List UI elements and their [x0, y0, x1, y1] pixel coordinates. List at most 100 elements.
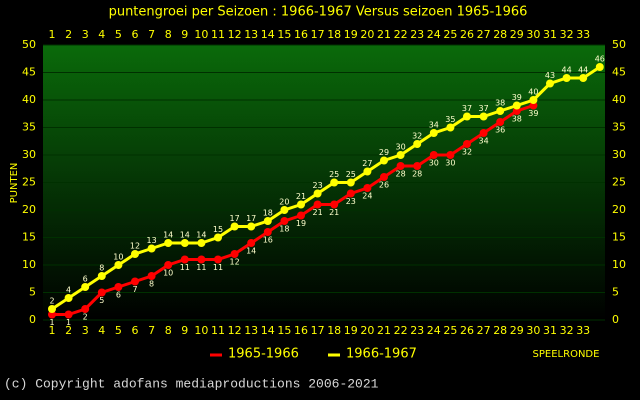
point [496, 118, 505, 126]
value-label: 8 [99, 264, 104, 273]
value-label: 18 [279, 225, 289, 234]
x-axis-label: SPEELRONDE [533, 349, 600, 360]
value-label: 29 [379, 148, 389, 157]
value-label: 12 [230, 258, 240, 267]
x-tick-label-top: 30 [526, 28, 540, 41]
point [479, 129, 488, 137]
chart-title: puntengroei per Seizoen : 1966-1967 Vers… [109, 5, 528, 20]
x-tick-label-top: 23 [410, 28, 424, 41]
value-label: 37 [479, 104, 489, 113]
y-tick-label-right: 45 [612, 66, 626, 79]
x-tick-label-top: 8 [165, 28, 172, 41]
x-tick-label: 24 [427, 324, 441, 337]
value-label: 40 [528, 88, 538, 97]
value-label: 1 [66, 318, 71, 327]
point [380, 156, 388, 165]
x-tick-label-top: 10 [194, 28, 208, 41]
x-tick-label-top: 20 [360, 28, 374, 41]
value-label: 38 [512, 115, 522, 124]
y-tick-label-right: 25 [612, 176, 626, 189]
value-label: 14 [246, 247, 256, 256]
value-label: 17 [246, 214, 256, 223]
point [429, 129, 438, 137]
point [114, 283, 123, 291]
x-tick-label-top: 28 [493, 28, 507, 41]
x-tick-label-top: 3 [82, 28, 89, 41]
x-tick-label-top: 33 [576, 28, 590, 41]
value-label: 15 [213, 225, 223, 234]
point [131, 250, 139, 258]
value-label: 4 [66, 286, 71, 295]
value-label: 2 [83, 313, 88, 322]
x-tick-label-top: 24 [427, 28, 441, 41]
x-tick-label: 16 [294, 324, 308, 337]
point [247, 239, 256, 247]
y-tick-label-right: 40 [612, 93, 626, 106]
point [512, 101, 521, 110]
x-tick-label: 9 [181, 324, 188, 337]
x-tick-label-top: 19 [344, 28, 358, 41]
y-tick-label: 5 [29, 286, 36, 299]
point [446, 123, 455, 132]
x-tick-label: 23 [410, 324, 424, 337]
x-tick-label: 26 [460, 324, 474, 337]
x-tick-label: 5 [115, 324, 122, 337]
x-tick-label: 14 [261, 324, 275, 337]
value-label: 36 [495, 126, 505, 135]
point [280, 206, 289, 214]
x-tick-label-top: 16 [294, 28, 308, 41]
x-tick-label: 30 [526, 324, 540, 337]
x-tick-label-top: 18 [327, 28, 341, 41]
value-label: 30 [445, 159, 455, 168]
value-label: 43 [545, 71, 555, 80]
y-tick-label-right: 10 [612, 258, 626, 271]
x-tick-label-top: 6 [132, 28, 139, 41]
point [330, 178, 339, 187]
x-tick-label: 19 [344, 324, 358, 337]
x-tick-label: 7 [148, 324, 155, 337]
point [413, 140, 422, 148]
x-tick-label: 20 [360, 324, 374, 337]
value-label: 25 [346, 170, 356, 179]
x-tick-label: 21 [377, 324, 391, 337]
y-tick-label: 0 [29, 313, 36, 326]
x-tick-label: 32 [560, 324, 574, 337]
y-tick-label: 40 [22, 93, 36, 106]
x-tick-label: 4 [98, 324, 105, 337]
point [479, 112, 488, 121]
x-tick-label-top: 13 [244, 28, 258, 41]
point [97, 272, 106, 280]
value-label: 26 [379, 181, 389, 190]
x-tick-label: 33 [576, 324, 590, 337]
legend-label: 1966-1967 [346, 347, 417, 362]
point [280, 217, 289, 225]
value-label: 18 [263, 209, 273, 218]
x-tick-label-top: 4 [98, 28, 105, 41]
legend-label: 1965-1966 [228, 347, 299, 362]
value-label: 11 [213, 263, 223, 272]
point [297, 200, 305, 209]
x-tick-label: 31 [543, 324, 557, 337]
y-tick-label-right: 30 [612, 148, 626, 161]
value-label: 16 [263, 236, 273, 245]
x-tick-label: 29 [510, 324, 524, 337]
value-label: 34 [429, 121, 439, 130]
point [363, 184, 372, 192]
x-tick-label: 17 [311, 324, 325, 337]
point [396, 162, 405, 170]
point [380, 173, 388, 181]
x-tick-label-top: 5 [115, 28, 122, 41]
point [180, 255, 189, 264]
x-tick-label-top: 2 [65, 28, 72, 41]
point [247, 222, 256, 231]
value-label: 38 [495, 99, 505, 108]
x-tick-label: 18 [327, 324, 341, 337]
value-label: 20 [279, 198, 289, 207]
x-tick-label: 1 [49, 324, 56, 337]
value-label: 21 [329, 208, 339, 217]
y-tick-label-right: 35 [612, 121, 626, 134]
x-tick-label-top: 22 [394, 28, 408, 41]
x-tick-label: 2 [65, 324, 72, 337]
value-label: 14 [196, 231, 206, 240]
x-tick-label: 13 [244, 324, 258, 337]
